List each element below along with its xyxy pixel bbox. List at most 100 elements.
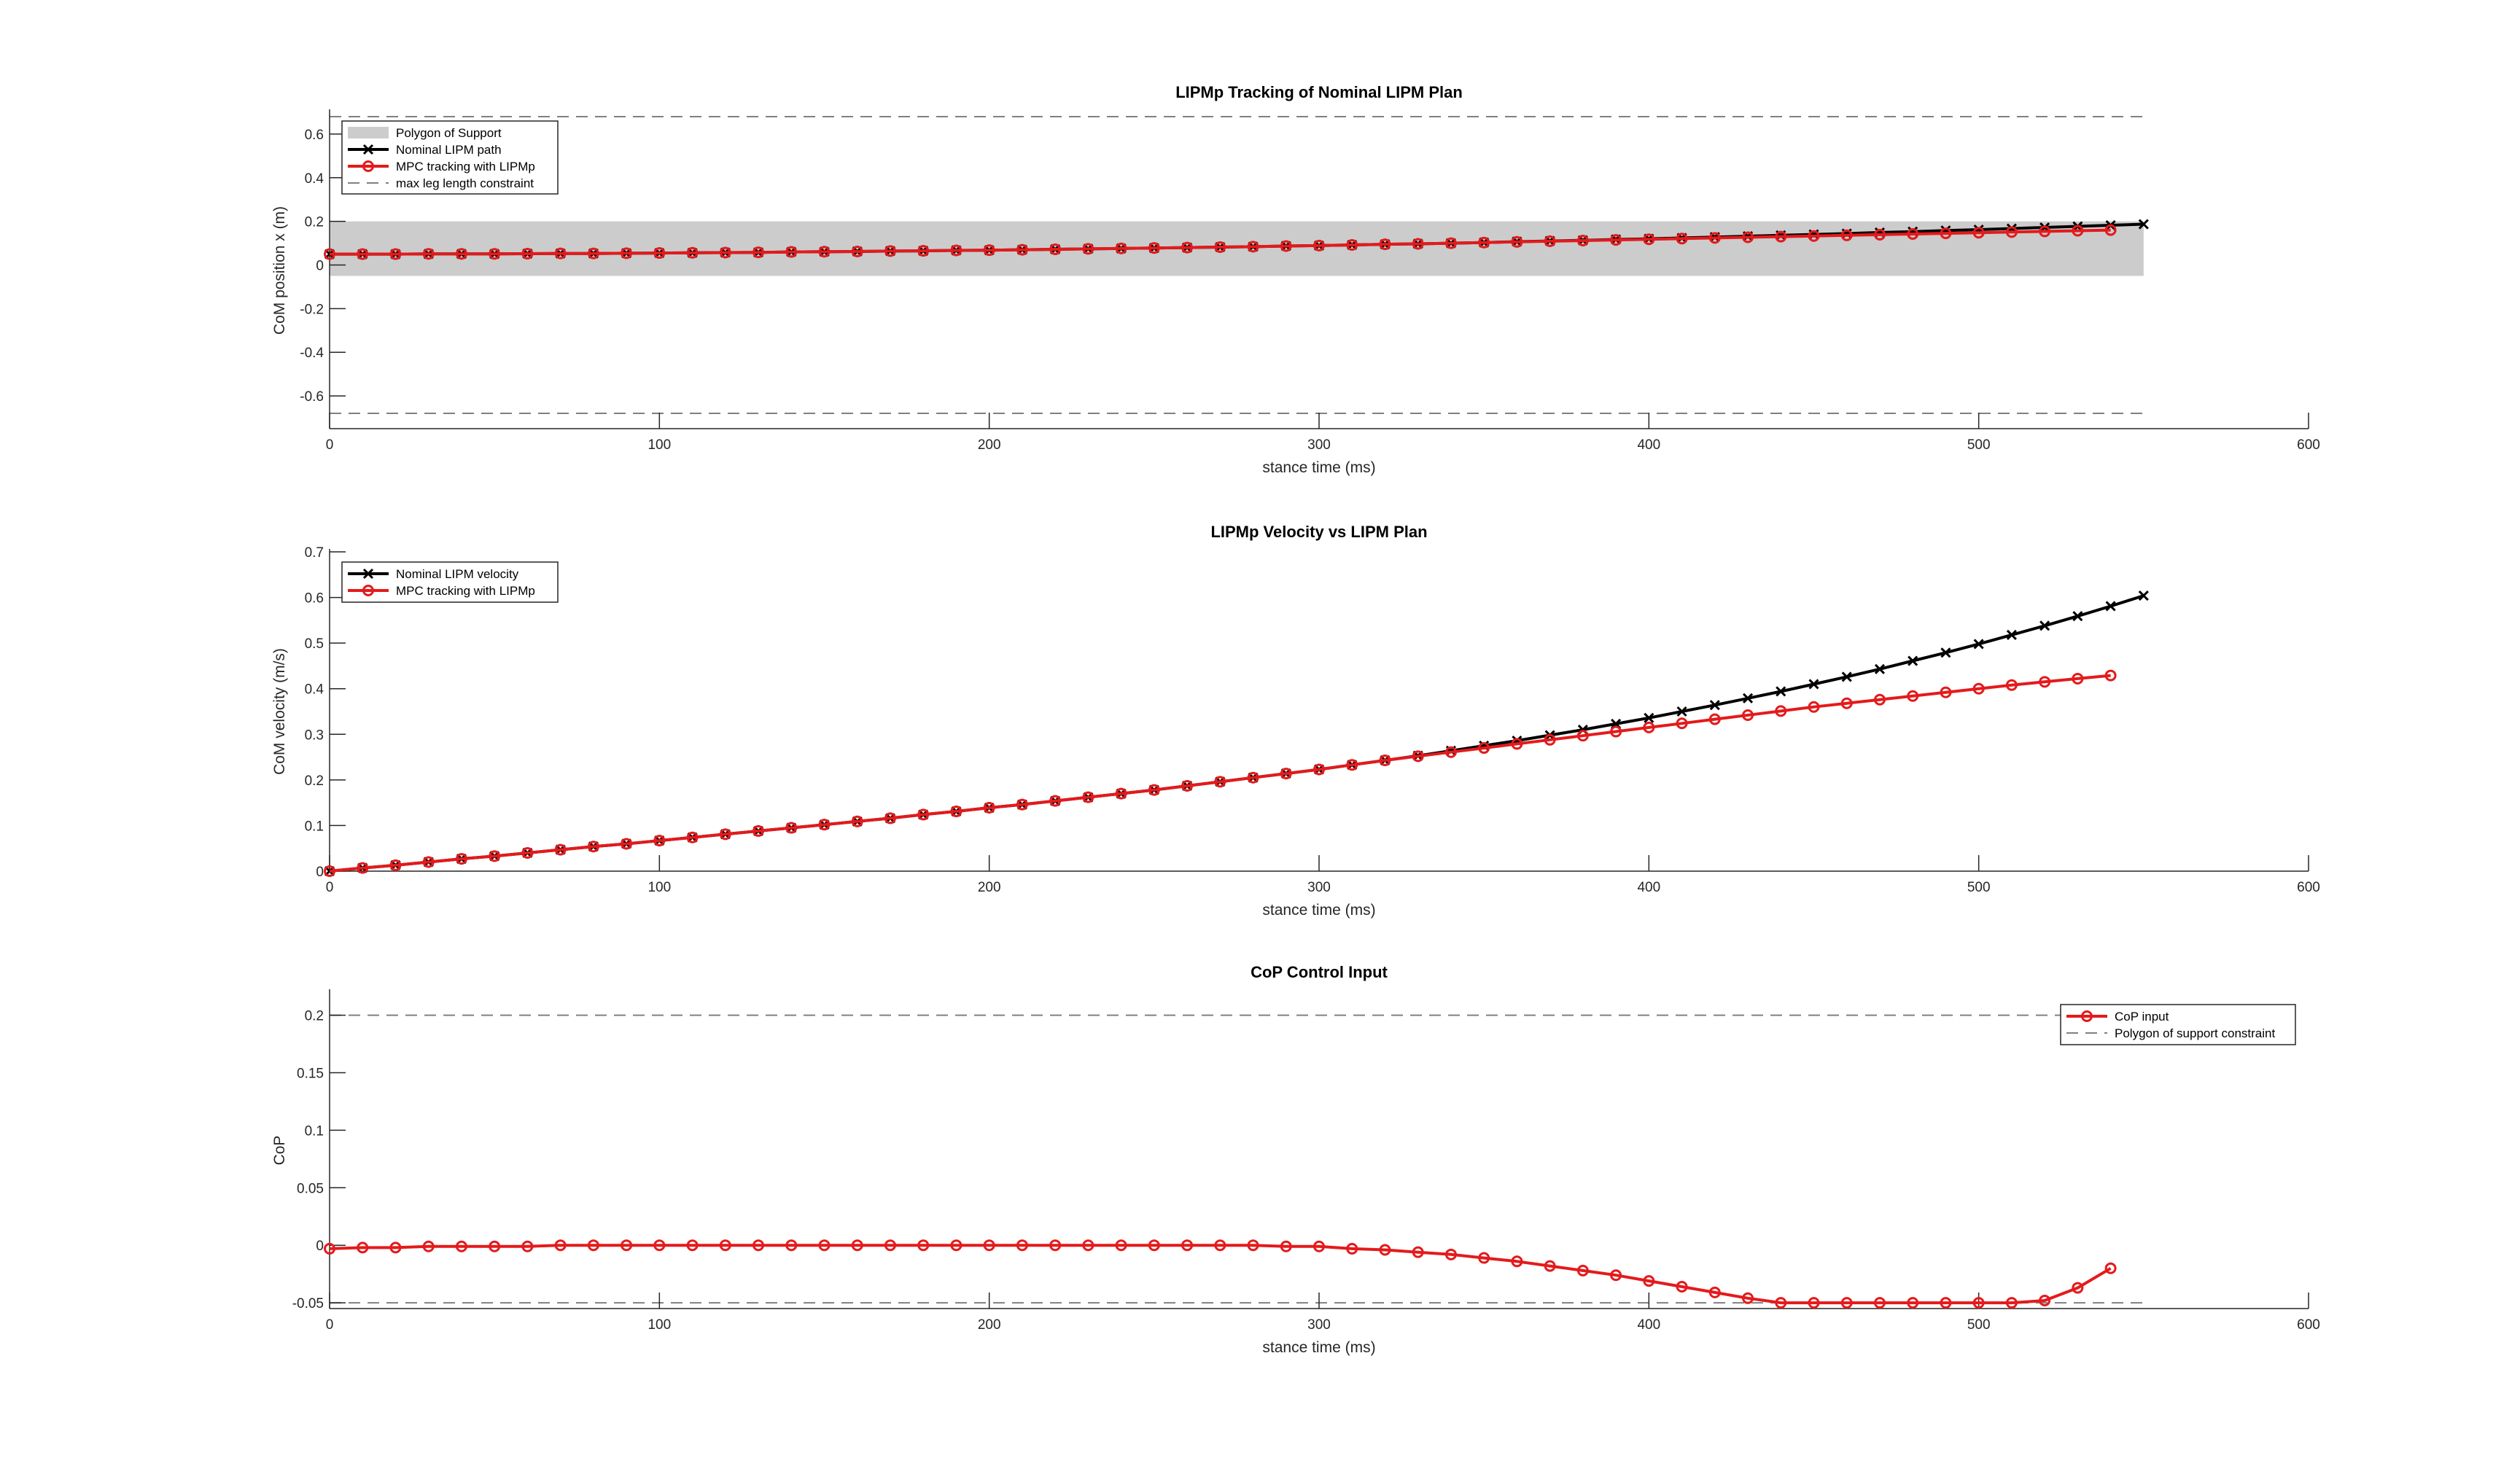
data-point <box>1775 1297 1787 1309</box>
data-point <box>1511 1255 1523 1268</box>
data-point <box>2138 590 2149 601</box>
data-point <box>1115 787 1127 800</box>
data-point <box>1972 682 1985 695</box>
data-point <box>324 1242 335 1255</box>
data-point <box>752 824 765 837</box>
data-point <box>2104 1262 2117 1274</box>
data-point <box>1972 227 1985 239</box>
legend-box <box>341 561 559 603</box>
data-point <box>917 245 930 257</box>
x-tick-label: 0 <box>326 437 334 453</box>
data-point <box>1214 1239 1226 1252</box>
x-axis-label: stance time (ms) <box>1262 1339 1375 1356</box>
data-point <box>1742 693 1754 703</box>
y-tick-label: -0.6 <box>300 389 324 405</box>
data-point <box>422 248 435 260</box>
data-point <box>621 838 633 850</box>
data-point <box>1776 686 1786 697</box>
data-point <box>1346 238 1358 251</box>
data-point <box>1708 232 1721 244</box>
data-point <box>1511 738 1523 750</box>
data-point <box>653 247 666 260</box>
data-point <box>818 246 831 258</box>
data-point <box>1808 701 1820 713</box>
data-point <box>587 247 599 260</box>
data-point <box>1742 1292 1754 1304</box>
data-point <box>357 862 369 874</box>
velocity-panel: 0 100 200 300 400 500 600 0 0.1 0.2 0.3 0.4 0.5 0.6 0.… <box>271 523 2320 919</box>
x-tick-label: 400 <box>1637 437 1660 453</box>
y-tick-label: 0.2 <box>305 773 324 789</box>
data-point <box>1576 730 1589 742</box>
x-tick-label: 100 <box>648 880 671 895</box>
y-tick-label: 0.1 <box>305 819 324 834</box>
data-point <box>2005 679 2018 691</box>
x-tick-label: 400 <box>1637 1317 1660 1333</box>
data-point <box>2072 611 2083 622</box>
data-point <box>1973 639 1984 650</box>
y-tick-label: 0.15 <box>297 1066 324 1081</box>
y-tick-label: 0.3 <box>305 728 324 743</box>
y-tick-label: 0.05 <box>297 1181 324 1196</box>
data-point <box>1676 233 1688 245</box>
data-point <box>2005 226 2018 238</box>
y-tick-label: 0.2 <box>305 215 324 230</box>
support-polygon-band <box>330 221 2144 276</box>
y-tick-label: 0.6 <box>305 128 324 143</box>
legend-swatch-marker <box>2081 1010 2093 1022</box>
data-point <box>1280 768 1292 780</box>
data-point <box>2006 629 2017 640</box>
data-point <box>1214 776 1226 788</box>
x-tick-label: 200 <box>978 437 1001 453</box>
data-point <box>2072 1282 2084 1294</box>
data-point <box>851 815 863 827</box>
data-point <box>1082 243 1094 255</box>
data-point <box>1444 237 1457 249</box>
data-point <box>1940 227 1952 240</box>
data-point <box>1346 1242 1358 1255</box>
cop-panel: 0 100 200 300 400 500 600-0.0500.050.10.150.2C… <box>271 963 2320 1356</box>
data-point <box>1049 795 1062 807</box>
data-point <box>455 853 467 865</box>
data-point <box>1775 705 1787 717</box>
data-point <box>1940 686 1952 698</box>
x-tick-label: 300 <box>1307 880 1331 895</box>
data-point <box>1610 234 1622 246</box>
y-tick-label: 0 <box>316 1239 324 1254</box>
data-point <box>1247 1239 1259 1252</box>
x-tick-label: 600 <box>2297 880 2320 895</box>
data-point <box>1873 1297 1886 1309</box>
y-axis-label: CoM position x (m) <box>271 206 288 335</box>
data-point <box>1247 771 1259 784</box>
x-tick-label: 400 <box>1637 880 1660 895</box>
x-tick-label: 0 <box>326 1317 334 1333</box>
data-point <box>1181 241 1194 254</box>
data-point <box>1181 779 1194 792</box>
data-point <box>1148 242 1160 254</box>
data-point <box>1544 1260 1556 1272</box>
data-point <box>1082 791 1094 803</box>
data-point <box>1313 239 1325 252</box>
data-point <box>950 806 962 818</box>
data-point <box>818 819 831 831</box>
y-tick-label: 0.6 <box>305 591 324 607</box>
data-point <box>1313 1240 1325 1252</box>
data-point <box>1643 721 1655 733</box>
legend-label: CoP input <box>2115 1010 2169 1024</box>
series-line-0 <box>329 1244 2112 1305</box>
data-point <box>1676 1281 1688 1293</box>
data-point <box>983 1239 995 1252</box>
data-point <box>719 1239 731 1252</box>
data-point <box>1115 242 1127 254</box>
data-point <box>884 245 896 257</box>
data-point <box>1379 238 1391 251</box>
data-point <box>389 859 402 871</box>
data-point <box>1379 1244 1391 1256</box>
y-tick-label: 0 <box>316 259 324 274</box>
data-point <box>1511 235 1523 248</box>
data-point <box>1148 1239 1160 1252</box>
data-point <box>1907 228 1919 241</box>
chart-title: LIPMp Tracking of Nominal LIPM Plan <box>1175 83 1463 101</box>
